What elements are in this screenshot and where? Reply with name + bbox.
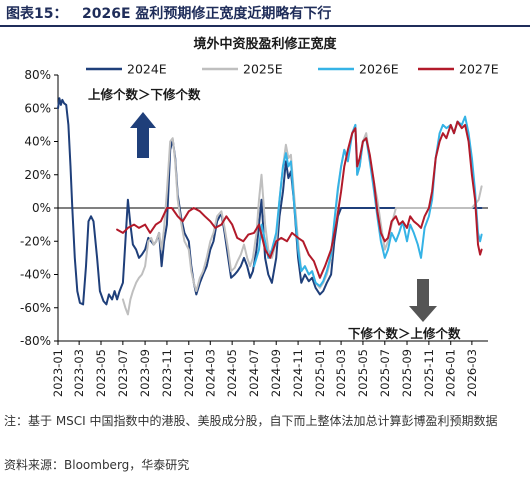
legend-label-2026E: 2026E: [359, 62, 399, 77]
x-tick-label: 2025-09: [400, 349, 414, 397]
series-line-2027E: [116, 120, 483, 279]
y-tick-label: 20%: [24, 168, 51, 182]
figure-number: 图表15：: [6, 6, 68, 22]
y-tick-label: 80%: [24, 68, 51, 82]
source-note: 资料来源：Bloomberg，华泰研究: [4, 458, 190, 472]
x-tick-label: 2024-05: [225, 349, 239, 397]
y-tick-label: -40%: [20, 268, 51, 282]
y-tick-label: -80%: [20, 334, 51, 348]
header-rule: [0, 25, 530, 27]
x-tick-label: 2025-05: [356, 349, 370, 397]
footnote: 注：基于 MSCI 中国指数中的港股、美股成分股，自下而上整体法加总计算彭博盈利…: [4, 414, 498, 428]
line-chart: 境外中资股盈利修正宽度 2024E 2025E 2026E 2027E -80% -60…: [20, 36, 499, 397]
down-arrow-icon: [409, 279, 437, 322]
chart-title: 境外中资股盈利修正宽度: [193, 36, 337, 52]
x-tick-label: 2026-03: [465, 349, 479, 397]
legend-label-2025E: 2025E: [243, 62, 283, 77]
legend-label-2027E: 2027E: [459, 62, 499, 77]
y-tick-label: 60%: [24, 101, 51, 115]
chart-axes: -80% -60% -40% -20% 0% 20% 40% 60% 80% 2023-01 202…: [20, 68, 488, 397]
series-line-2024E: [57, 97, 483, 306]
x-tick-label: 2024-01: [182, 349, 196, 397]
y-tick-label: 0%: [32, 201, 51, 215]
x-tick-label: 2024-07: [247, 349, 261, 397]
y-tick-label: -60%: [20, 301, 51, 315]
y-tick-label: 40%: [24, 135, 51, 149]
x-tick-label: 2025-07: [378, 349, 392, 397]
x-tick-label: 2023-03: [72, 349, 86, 397]
x-tick-label: 2023-01: [51, 349, 65, 397]
chart-legend: 2024E 2025E 2026E 2027E: [86, 62, 499, 77]
legend-label-2024E: 2024E: [127, 62, 167, 77]
x-tick-label: 2024-11: [291, 349, 305, 397]
annotation-down-text: 下修个数＞上修个数: [348, 326, 461, 341]
chart-series: [57, 97, 483, 316]
x-tick-label: 2026-01: [444, 349, 458, 397]
x-tick-label: 2025-03: [334, 349, 348, 397]
x-tick-label: 2024-09: [269, 349, 283, 397]
x-tick-label: 2023-05: [94, 349, 108, 397]
up-arrow-icon: [130, 112, 156, 158]
figure-heading: 2026E 盈利预期修正宽度近期略有下行: [82, 6, 332, 22]
x-tick-label: 2023-07: [116, 349, 130, 397]
y-tick-label: -20%: [20, 234, 51, 248]
figure-header: 图表15： 2026E 盈利预期修正宽度近期略有下行: [0, 0, 530, 27]
x-tick-label: 2025-11: [422, 349, 436, 397]
annotation-up-text: 上修个数＞下修个数: [88, 87, 201, 102]
x-tick-label: 2024-03: [203, 349, 217, 397]
x-tick-label: 2023-11: [160, 349, 174, 397]
x-tick-label: 2023-09: [138, 349, 152, 397]
x-tick-label: 2025-01: [313, 349, 327, 397]
